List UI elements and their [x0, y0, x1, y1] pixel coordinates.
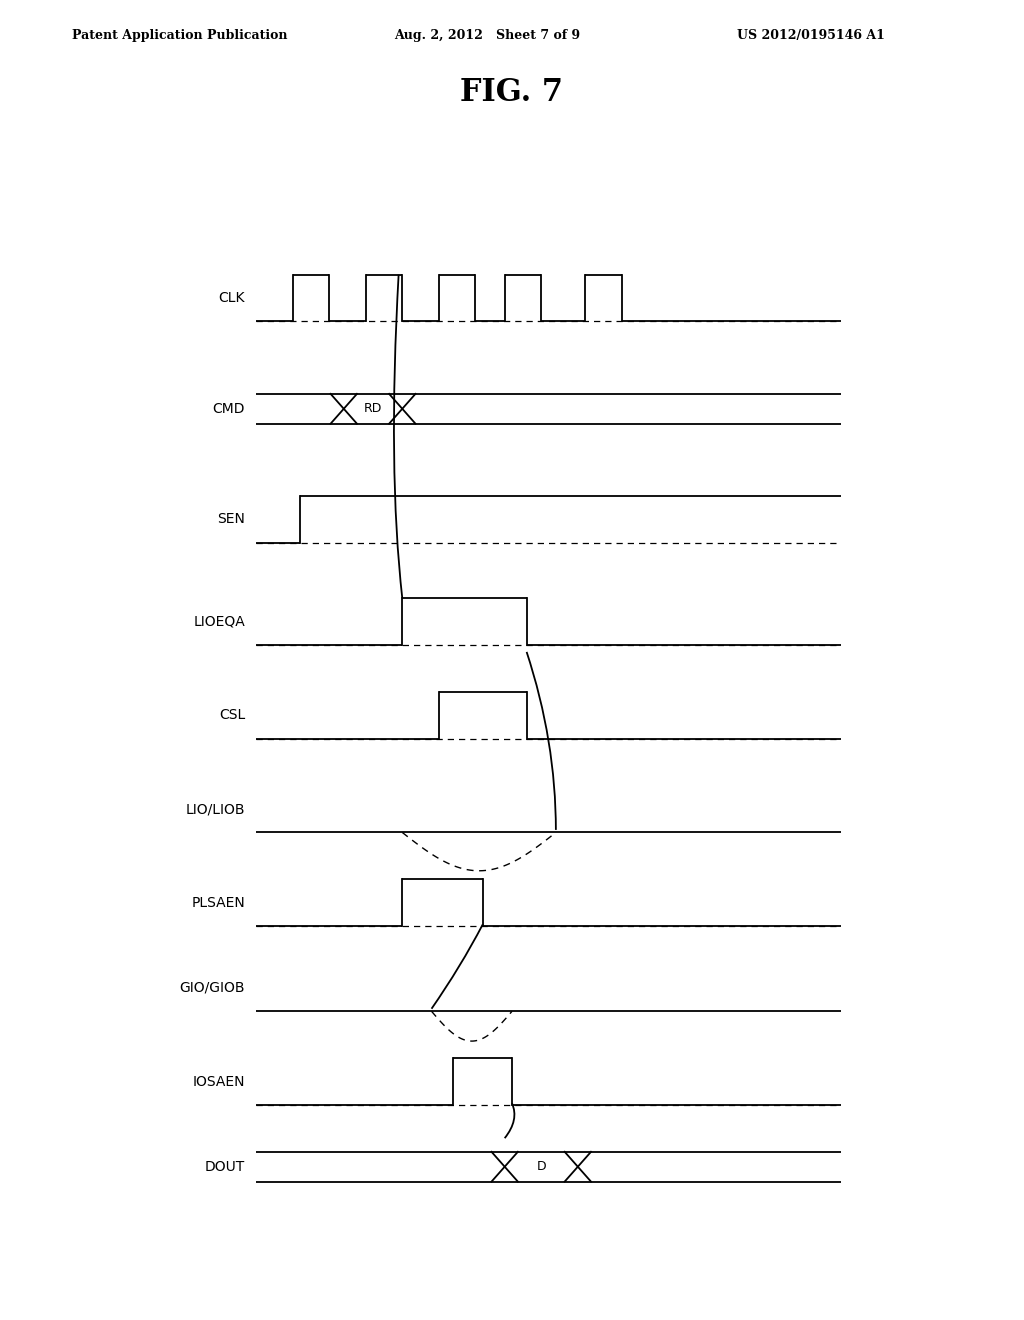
Text: CSL: CSL	[219, 709, 245, 722]
Text: LIO/LIOB: LIO/LIOB	[185, 803, 245, 816]
Text: CMD: CMD	[213, 401, 245, 416]
Text: US 2012/0195146 A1: US 2012/0195146 A1	[737, 29, 885, 42]
Text: CLK: CLK	[218, 292, 245, 305]
Text: LIOEQA: LIOEQA	[194, 615, 245, 628]
Text: Aug. 2, 2012   Sheet 7 of 9: Aug. 2, 2012 Sheet 7 of 9	[394, 29, 581, 42]
Text: GIO/GIOB: GIO/GIOB	[179, 981, 245, 995]
Text: FIG. 7: FIG. 7	[461, 77, 563, 108]
Text: SEN: SEN	[217, 512, 245, 527]
Text: Patent Application Publication: Patent Application Publication	[72, 29, 287, 42]
Text: D: D	[537, 1160, 546, 1173]
Text: RD: RD	[364, 403, 382, 416]
Text: DOUT: DOUT	[205, 1160, 245, 1173]
Text: IOSAEN: IOSAEN	[193, 1074, 245, 1089]
Text: PLSAEN: PLSAEN	[191, 896, 245, 909]
